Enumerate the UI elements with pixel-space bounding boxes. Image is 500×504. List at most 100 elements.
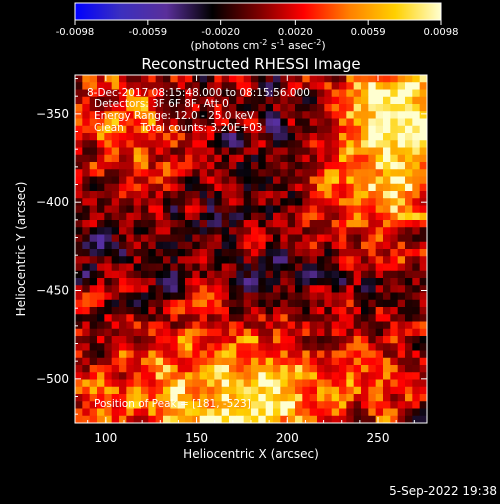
heatmap-cell bbox=[141, 104, 149, 112]
heatmap-cell bbox=[170, 408, 179, 417]
heatmap-cell bbox=[251, 357, 259, 366]
heatmap-cell bbox=[383, 205, 391, 214]
heatmap-cell bbox=[287, 386, 296, 395]
heatmap-cell bbox=[207, 104, 215, 112]
heatmap-cell bbox=[309, 89, 318, 98]
heatmap-cell bbox=[309, 415, 318, 423]
heatmap-cell bbox=[170, 162, 179, 170]
heatmap-cell bbox=[309, 328, 318, 337]
heatmap-cell bbox=[331, 82, 340, 90]
heatmap-cell bbox=[317, 307, 325, 315]
heatmap-cell bbox=[405, 299, 413, 308]
heatmap-cell bbox=[221, 270, 230, 279]
heatmap-cell bbox=[236, 408, 245, 417]
heatmap-cell bbox=[104, 241, 113, 250]
heatmap-cell bbox=[346, 270, 355, 279]
heatmap-cell bbox=[412, 307, 421, 315]
heatmap-cell bbox=[353, 328, 362, 337]
heatmap-cell bbox=[302, 278, 311, 286]
heatmap-cell bbox=[405, 111, 413, 119]
heatmap-cell bbox=[317, 125, 325, 134]
heatmap-cell bbox=[133, 82, 142, 90]
heatmap-cell bbox=[383, 336, 391, 344]
heatmap-cell bbox=[133, 401, 142, 409]
heatmap-cell bbox=[375, 212, 384, 221]
heatmap-cell bbox=[126, 256, 135, 264]
heatmap-cell bbox=[346, 104, 355, 112]
heatmap-cell bbox=[397, 227, 406, 235]
heatmap-cell bbox=[405, 96, 413, 105]
heatmap-cell bbox=[133, 125, 142, 134]
heatmap-cell bbox=[368, 154, 377, 163]
heatmap-cell bbox=[412, 415, 421, 423]
heatmap-cell bbox=[251, 285, 259, 293]
y-axis-label: Heliocentric Y (arcsec) bbox=[14, 182, 28, 317]
heatmap-cell bbox=[236, 249, 245, 257]
heatmap-cell bbox=[302, 220, 311, 228]
heatmap-cell bbox=[390, 249, 399, 257]
heatmap-cell bbox=[353, 104, 362, 112]
heatmap-cell bbox=[119, 415, 127, 423]
heatmap-cell bbox=[295, 75, 303, 83]
heatmap-cell bbox=[89, 256, 98, 264]
heatmap-cell bbox=[82, 321, 91, 330]
heatmap-cell bbox=[221, 336, 230, 344]
heatmap-cell bbox=[346, 234, 355, 243]
heatmap-cell bbox=[412, 205, 421, 214]
heatmap-cell bbox=[243, 125, 252, 134]
heatmap-cell bbox=[368, 162, 377, 170]
heatmap-cell bbox=[287, 111, 296, 119]
heatmap-cell bbox=[309, 336, 318, 344]
heatmap-cell bbox=[111, 343, 120, 351]
heatmap-cell bbox=[317, 205, 325, 214]
heatmap-cell bbox=[155, 191, 164, 199]
heatmap-cell bbox=[390, 89, 399, 98]
heatmap-cell bbox=[199, 227, 208, 235]
heatmap-cell bbox=[229, 292, 237, 301]
heatmap-cell bbox=[236, 292, 245, 301]
heatmap-cell bbox=[111, 169, 120, 177]
heatmap-cell bbox=[119, 386, 127, 395]
heatmap-cell bbox=[397, 147, 406, 156]
heatmap-cell bbox=[390, 162, 399, 170]
heatmap-cell bbox=[126, 394, 135, 402]
heatmap-cell bbox=[133, 256, 142, 264]
heatmap-cell bbox=[251, 220, 259, 228]
heatmap-cell bbox=[287, 372, 296, 380]
heatmap-cell bbox=[192, 198, 201, 206]
heatmap-cell bbox=[331, 408, 340, 417]
heatmap-cell bbox=[82, 205, 91, 214]
heatmap-cell bbox=[287, 82, 296, 90]
heatmap-cell bbox=[317, 350, 325, 359]
heatmap-cell bbox=[383, 118, 391, 127]
heatmap-cell bbox=[383, 299, 391, 308]
heatmap-cell bbox=[280, 408, 289, 417]
heatmap-cell bbox=[273, 118, 281, 127]
heatmap-cell bbox=[119, 198, 127, 206]
heatmap-cell bbox=[97, 220, 105, 228]
heatmap-cell bbox=[361, 379, 369, 388]
heatmap-cell bbox=[141, 328, 149, 337]
heatmap-cell bbox=[75, 270, 83, 279]
heatmap-cell bbox=[185, 299, 193, 308]
heatmap-cell bbox=[265, 394, 274, 402]
heatmap-cell bbox=[353, 401, 362, 409]
heatmap-cell bbox=[331, 394, 340, 402]
heatmap-cell bbox=[331, 89, 340, 98]
heatmap-cell bbox=[375, 198, 384, 206]
heatmap-cell bbox=[353, 125, 362, 134]
heatmap-cell bbox=[353, 292, 362, 301]
heatmap-cell bbox=[287, 234, 296, 243]
heatmap-cell bbox=[383, 154, 391, 163]
heatmap-cell bbox=[229, 75, 237, 83]
heatmap-cell bbox=[361, 278, 369, 286]
heatmap-cell bbox=[339, 365, 347, 373]
heatmap-cell bbox=[155, 314, 164, 322]
heatmap-cell bbox=[192, 162, 201, 170]
heatmap-cell bbox=[273, 270, 281, 279]
heatmap-cell bbox=[104, 96, 113, 105]
heatmap-cell bbox=[353, 176, 362, 185]
heatmap-cell bbox=[126, 140, 135, 148]
heatmap-cell bbox=[346, 140, 355, 148]
heatmap-cell bbox=[361, 227, 369, 235]
